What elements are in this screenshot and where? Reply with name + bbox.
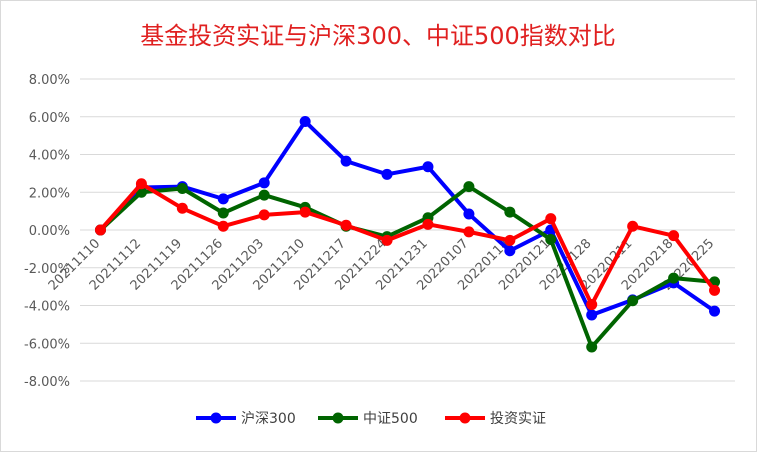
legend-item: 投资实证 bbox=[445, 411, 546, 427]
y-tick-label: 0.00% bbox=[29, 224, 70, 239]
data-point bbox=[504, 235, 515, 246]
data-point bbox=[627, 295, 638, 306]
data-point bbox=[218, 221, 229, 232]
chart-title: 基金投资实证与沪深300、中证500指数对比 bbox=[140, 22, 616, 50]
data-point bbox=[136, 178, 147, 189]
legend-swatch-marker bbox=[460, 413, 471, 424]
data-point bbox=[422, 219, 433, 230]
data-point bbox=[341, 220, 352, 231]
data-point bbox=[300, 116, 311, 127]
data-point bbox=[259, 177, 270, 188]
data-point bbox=[586, 342, 597, 353]
data-point bbox=[382, 169, 393, 180]
y-tick-label: 6.00% bbox=[29, 111, 70, 126]
legend-item: 沪深300 bbox=[196, 411, 296, 427]
y-tick-label: -8.00% bbox=[24, 375, 70, 390]
data-point bbox=[218, 208, 229, 219]
legend-label: 中证500 bbox=[363, 411, 418, 427]
data-point bbox=[259, 209, 270, 220]
data-point bbox=[627, 221, 638, 232]
data-point bbox=[463, 181, 474, 192]
data-point bbox=[382, 235, 393, 246]
y-tick-label: 4.00% bbox=[29, 149, 70, 164]
y-tick-label: -6.00% bbox=[24, 337, 70, 352]
y-tick-label: 2.00% bbox=[29, 186, 70, 201]
data-point bbox=[709, 306, 720, 317]
y-axis-tick-labels: 8.00%6.00%4.00%2.00%0.00%-2.00%-4.00%-6.… bbox=[24, 73, 70, 390]
data-point bbox=[586, 309, 597, 320]
legend-label: 沪深300 bbox=[241, 411, 296, 427]
series-lines bbox=[95, 116, 720, 353]
legend-swatch-marker bbox=[211, 413, 222, 424]
data-point bbox=[422, 161, 433, 172]
y-tick-label: -4.00% bbox=[24, 300, 70, 315]
legend-item: 中证500 bbox=[318, 411, 418, 427]
data-point bbox=[259, 190, 270, 201]
legend-label: 投资实证 bbox=[490, 411, 546, 427]
legend: 沪深300 中证500 投资实证 bbox=[196, 411, 546, 427]
gridlines bbox=[80, 79, 735, 381]
x-axis-tick-labels: 2021111020211112202111192021112620211203… bbox=[46, 236, 717, 293]
data-point bbox=[504, 245, 515, 256]
data-point bbox=[463, 226, 474, 237]
data-point bbox=[177, 203, 188, 214]
data-point bbox=[545, 213, 556, 224]
data-point bbox=[95, 225, 106, 236]
legend-swatch-marker bbox=[333, 413, 344, 424]
data-point bbox=[545, 234, 556, 245]
y-tick-label: 8.00% bbox=[29, 73, 70, 88]
data-point bbox=[300, 207, 311, 218]
data-point bbox=[668, 273, 679, 284]
data-point bbox=[218, 193, 229, 204]
data-point bbox=[586, 299, 597, 310]
data-point bbox=[177, 183, 188, 194]
data-point bbox=[709, 285, 720, 296]
data-point bbox=[668, 230, 679, 241]
data-point bbox=[504, 207, 515, 218]
data-point bbox=[341, 156, 352, 167]
data-point bbox=[463, 208, 474, 219]
